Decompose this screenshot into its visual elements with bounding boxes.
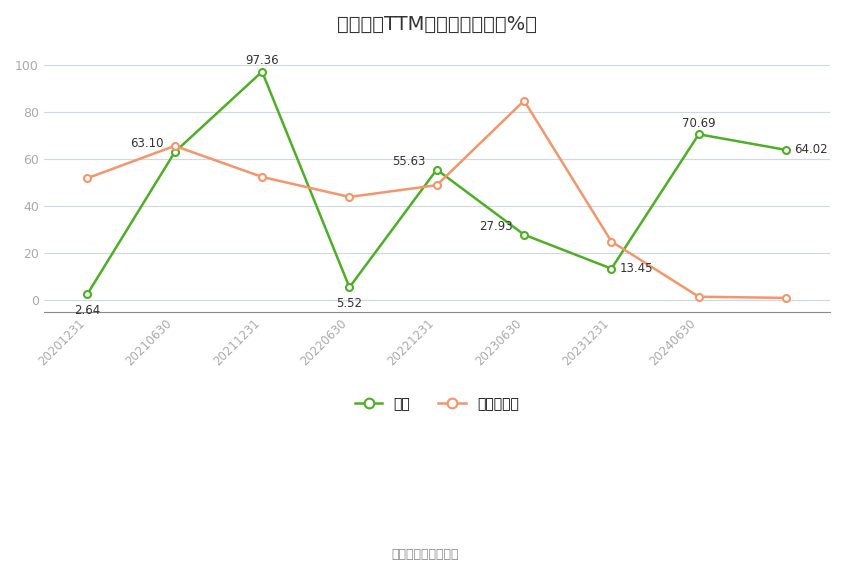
Text: 数据来源：恒生聚源: 数据来源：恒生聚源 bbox=[391, 548, 459, 561]
Text: 13.45: 13.45 bbox=[620, 262, 653, 275]
Text: 63.10: 63.10 bbox=[130, 137, 164, 150]
Text: 64.02: 64.02 bbox=[794, 143, 828, 156]
Legend: 公司, 行业中位数: 公司, 行业中位数 bbox=[349, 392, 524, 416]
Text: 70.69: 70.69 bbox=[682, 117, 716, 129]
Text: 27.93: 27.93 bbox=[479, 220, 513, 233]
Title: 市盈率（TTM）历史百分位（%）: 市盈率（TTM）历史百分位（%） bbox=[337, 15, 536, 34]
Text: 55.63: 55.63 bbox=[393, 155, 426, 168]
Text: 97.36: 97.36 bbox=[246, 54, 279, 67]
Text: 5.52: 5.52 bbox=[337, 297, 362, 311]
Text: 2.64: 2.64 bbox=[74, 304, 100, 317]
